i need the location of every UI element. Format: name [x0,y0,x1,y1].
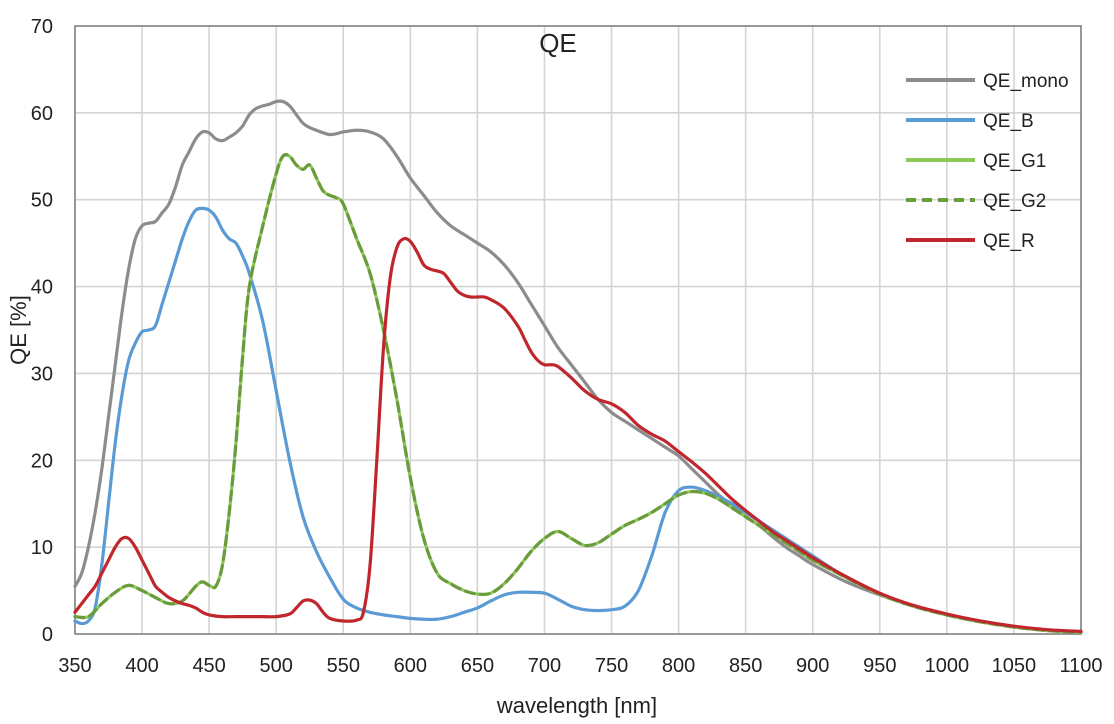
x-tick-label: 1100 [1059,655,1102,677]
y-tick-label: 30 [31,363,53,385]
x-axis-tick-labels: 350 400 450 500 550 600 650 700 750 800 850 900 950 1… [58,655,1102,677]
y-tick-label: 0 [42,624,53,646]
x-tick-label: 700 [528,655,561,677]
x-tick-label: 600 [394,655,427,677]
y-axis-tick-labels: 0 10 20 30 40 50 60 70 [31,16,53,646]
y-tick-label: 70 [31,16,53,38]
y-axis-title: QE [%] [6,295,31,365]
chart-title: QE [539,28,577,58]
x-tick-label: 750 [595,655,628,677]
legend-label: QE_G1 [983,151,1046,172]
x-tick-label: 650 [461,655,494,677]
series-line-qe-mono [73,99,1083,634]
x-tick-label: 800 [662,655,695,677]
x-tick-label: 1000 [925,655,970,677]
series-layer [73,99,1083,634]
x-tick-label: 950 [863,655,896,677]
series-line-qe-r [73,236,1083,633]
x-tick-label: 500 [260,655,293,677]
series-line-qe-g1 [73,153,1083,634]
plot-area-border [74,25,1082,635]
x-tick-label: 850 [729,655,762,677]
x-tick-label: 1050 [992,655,1037,677]
legend-label: QE_B [983,111,1034,132]
x-tick-label: 350 [58,655,91,677]
x-tick-label: 450 [192,655,225,677]
y-tick-label: 40 [31,277,53,299]
x-axis-title: wavelength [nm] [496,693,657,718]
legend-label: QE_mono [983,71,1069,92]
legend-label: QE_R [983,231,1035,252]
y-tick-label: 10 [31,537,53,559]
legend-label: QE_G2 [983,191,1046,212]
x-tick-label: 400 [125,655,158,677]
x-tick-label: 550 [327,655,360,677]
y-tick-label: 50 [31,190,53,212]
x-tick-label: 900 [796,655,829,677]
y-tick-label: 60 [31,103,53,125]
y-tick-label: 20 [31,450,53,472]
legend: QE_mono QE_B QE_G1 QE_G2 QE_R [906,71,1069,252]
series-line-qe-g2 [73,153,1083,634]
series-line-qe-b [73,206,1083,634]
